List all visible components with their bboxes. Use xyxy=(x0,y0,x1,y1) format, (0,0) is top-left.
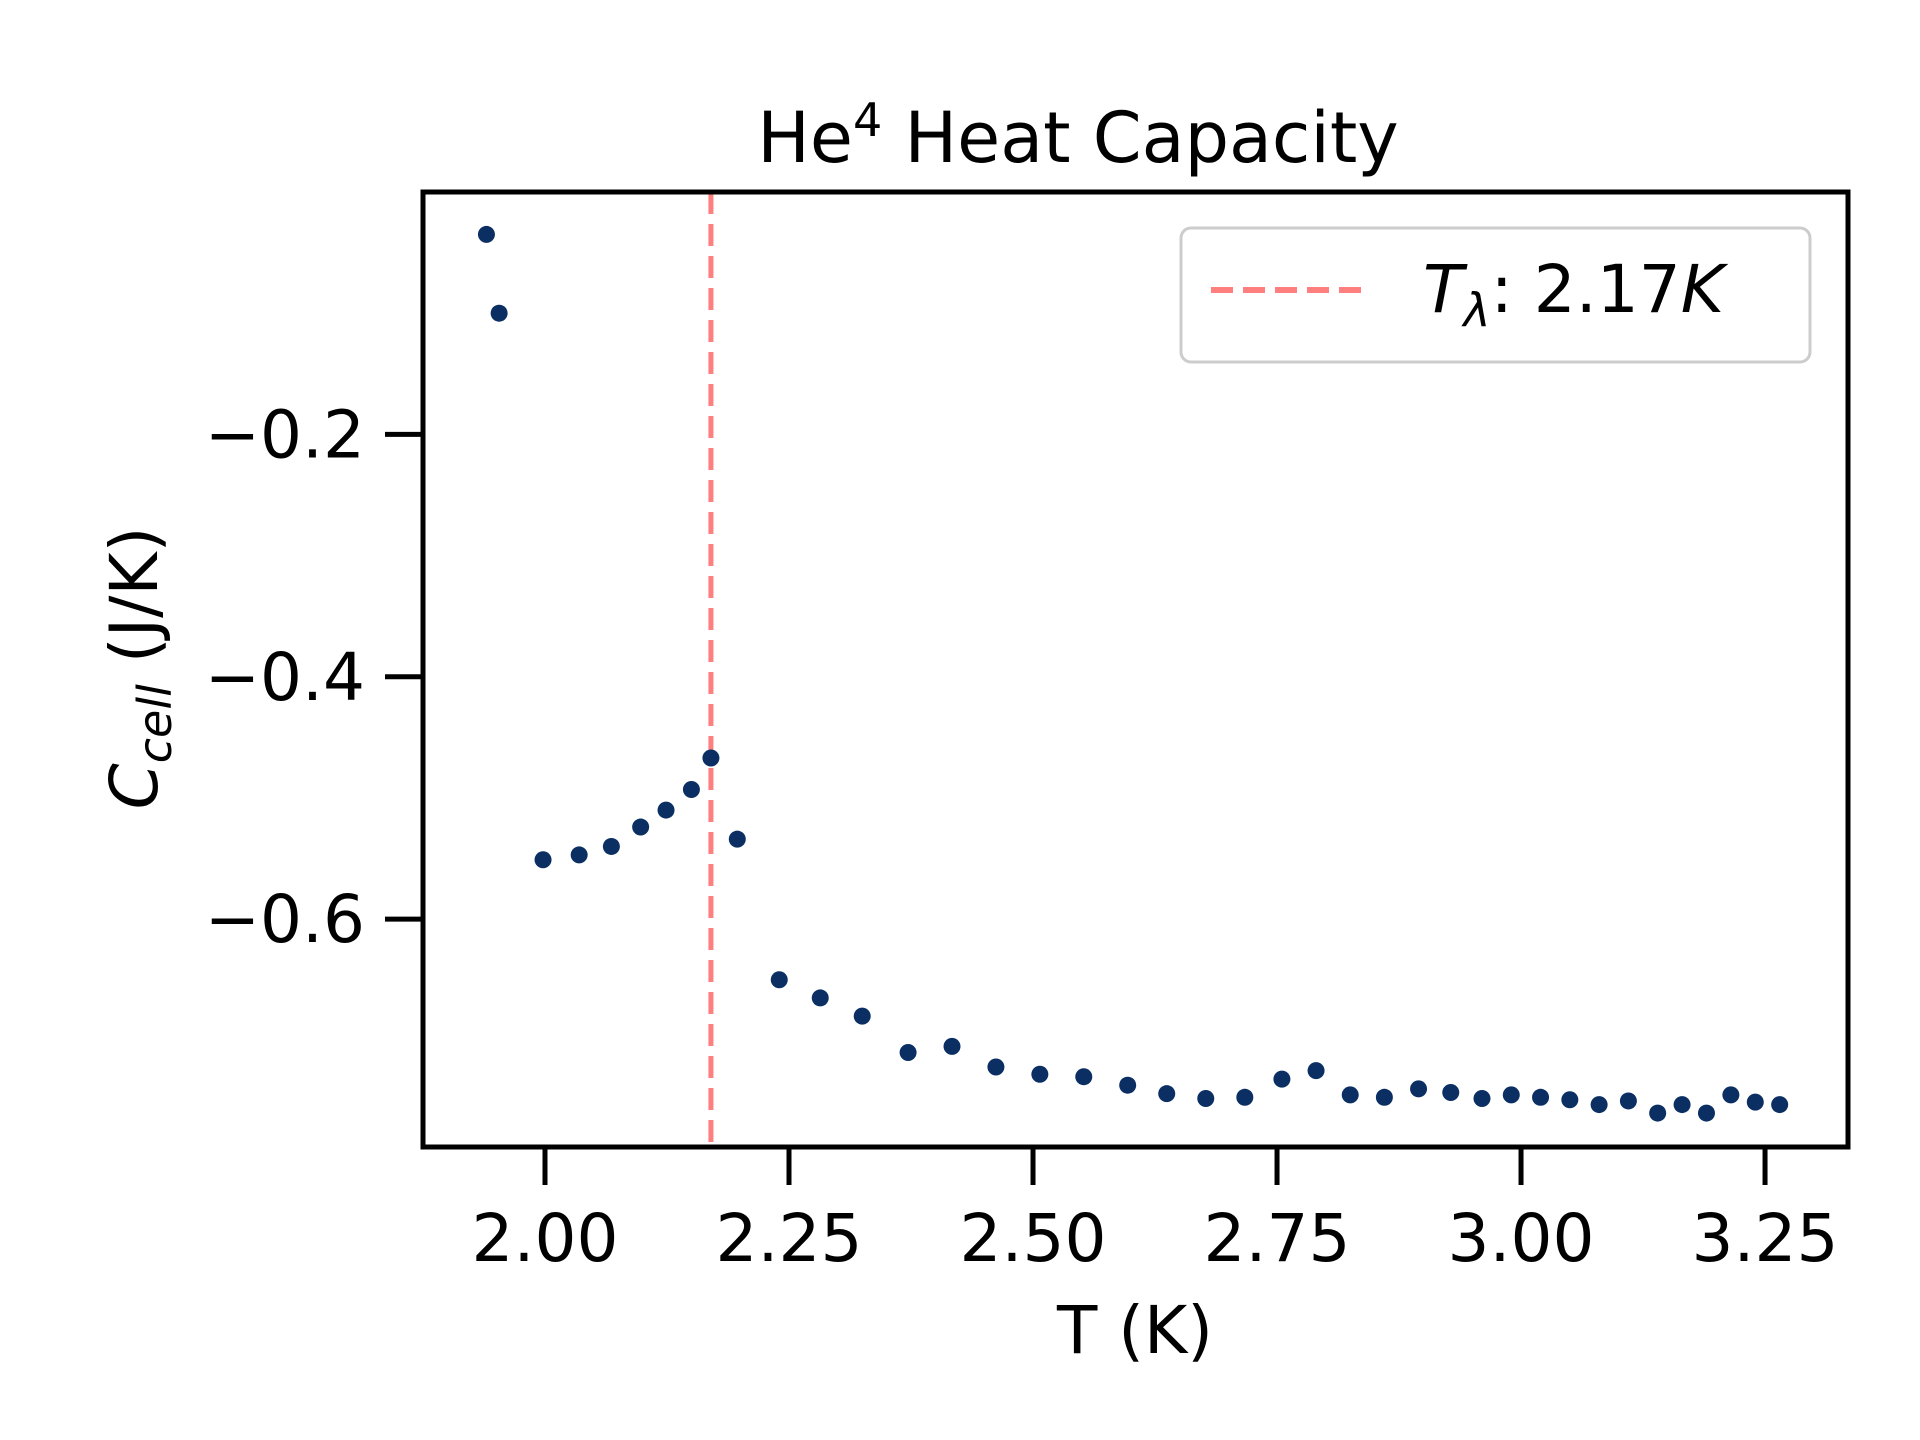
x-tick-label: 2.50 xyxy=(960,1200,1107,1277)
chart-title-prefix: He xyxy=(757,97,853,179)
data-point xyxy=(657,801,675,819)
data-point xyxy=(1590,1096,1608,1114)
legend-box xyxy=(1179,226,1812,364)
data-point xyxy=(1473,1090,1491,1108)
data-point xyxy=(490,304,508,322)
data-points-group xyxy=(477,225,1789,1122)
x-tick-label: 2.25 xyxy=(716,1200,863,1277)
plot-frame xyxy=(420,189,1851,1150)
data-point xyxy=(1649,1104,1667,1122)
data-point xyxy=(682,780,700,798)
y-tick-label: −0.2 xyxy=(205,396,365,473)
data-point xyxy=(702,749,720,767)
x-axis-label: T (K) xyxy=(1056,1292,1213,1369)
y-axis-label-units: (J/K) xyxy=(96,527,173,684)
chart-title: He4 Heat Capacity xyxy=(757,93,1398,179)
data-point xyxy=(1341,1086,1359,1104)
chart-title-superscript: 4 xyxy=(853,93,882,147)
data-point xyxy=(987,1058,1005,1076)
data-point xyxy=(943,1037,961,1055)
data-point xyxy=(534,851,552,869)
data-point xyxy=(1031,1065,1049,1083)
data-point xyxy=(1119,1076,1137,1094)
data-point xyxy=(853,1007,871,1025)
data-point xyxy=(1442,1083,1460,1101)
data-point xyxy=(728,830,746,848)
data-point xyxy=(1075,1068,1093,1086)
legend-symbol: T xyxy=(1423,251,1468,328)
data-point xyxy=(570,846,588,864)
y-axis-ticks: −0.2 −0.4 −0.6 xyxy=(205,396,423,958)
legend-value: : 2.17 xyxy=(1491,251,1681,328)
legend-unit: K xyxy=(1681,251,1729,328)
data-point xyxy=(1532,1088,1550,1106)
data-point xyxy=(602,837,620,855)
x-tick-label: 3.25 xyxy=(1692,1200,1839,1277)
data-point xyxy=(1375,1088,1393,1106)
data-point xyxy=(1697,1104,1715,1122)
data-point xyxy=(1619,1092,1637,1110)
y-tick-label: −0.4 xyxy=(205,639,365,716)
y-axis-label-subscript: cell xyxy=(128,684,182,763)
x-tick-label: 2.75 xyxy=(1204,1200,1351,1277)
data-point xyxy=(1158,1085,1176,1103)
legend-entry-text: Tλ: 2.17K xyxy=(1423,251,1729,337)
x-tick-label: 3.00 xyxy=(1448,1200,1595,1277)
data-point xyxy=(1273,1070,1291,1088)
x-tick-label: 2.00 xyxy=(472,1200,619,1277)
data-point xyxy=(477,225,495,243)
y-axis-label-symbol: C xyxy=(96,763,173,809)
y-axis-label: Ccell (J/K) xyxy=(96,527,182,810)
x-axis-ticks: 2.00 2.25 2.50 2.75 3.00 3.25 xyxy=(472,1147,1839,1277)
y-tick-label: −0.6 xyxy=(205,881,365,958)
data-point xyxy=(1746,1093,1764,1111)
data-point xyxy=(770,971,788,989)
data-point xyxy=(1722,1086,1740,1104)
data-point xyxy=(1307,1062,1325,1080)
data-point xyxy=(1410,1080,1428,1098)
data-point xyxy=(1561,1091,1579,1109)
legend-subscript: λ xyxy=(1460,283,1490,337)
chart-title-suffix: Heat Capacity xyxy=(882,97,1398,179)
data-point xyxy=(1771,1096,1789,1114)
legend: Tλ: 2.17K xyxy=(1179,226,1812,364)
data-point xyxy=(899,1043,917,1061)
data-point xyxy=(1502,1086,1520,1104)
data-point xyxy=(632,818,650,836)
data-point xyxy=(1673,1096,1691,1114)
data-point xyxy=(1236,1088,1254,1106)
data-point xyxy=(811,989,829,1007)
data-point xyxy=(1197,1090,1215,1108)
